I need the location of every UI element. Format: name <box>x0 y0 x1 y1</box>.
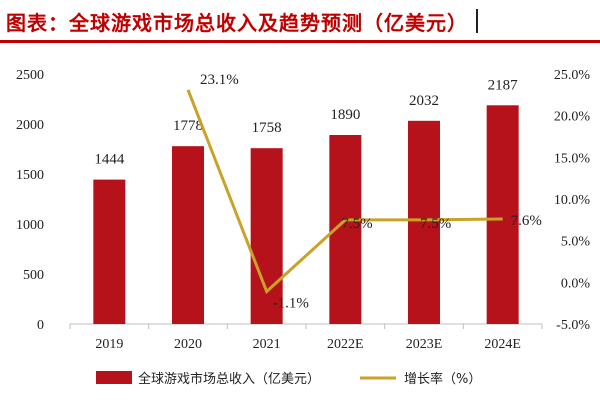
bar-value-label: 1444 <box>94 152 125 168</box>
x-tick-label: 2021 <box>253 337 281 352</box>
title-underline <box>0 40 600 43</box>
bar <box>486 105 519 324</box>
chart-title: 图表：全球游戏市场总收入及趋势预测（亿美元） <box>6 10 468 35</box>
bar <box>172 146 204 324</box>
y-left-tick-label: 1500 <box>16 168 44 183</box>
y-right-tick-label: 5.0% <box>561 235 591 250</box>
y-left-tick-label: 500 <box>23 268 44 283</box>
y-right-tick-label: 15.0% <box>554 151 591 166</box>
y-right-tick-label: 20.0% <box>554 110 591 125</box>
y-right-tick-label: -5.0% <box>556 318 590 333</box>
y-right-tick-label: 10.0% <box>554 193 591 208</box>
line-value-label: 7.6% <box>511 213 542 229</box>
bar <box>408 120 440 324</box>
legend-label-bar: 全球游戏市场总收入（亿美元） <box>138 371 320 387</box>
line-value-label: -1.1% <box>273 296 309 312</box>
bar <box>93 179 126 324</box>
x-tick-label: 2019 <box>95 337 123 352</box>
y-left-tick-label: 0 <box>37 318 44 333</box>
y-right-tick-label: 0.0% <box>561 276 591 291</box>
bar-value-label: 1758 <box>252 120 282 136</box>
bar <box>250 148 283 324</box>
bar-value-label: 1890 <box>330 107 360 123</box>
x-tick-label: 2022E <box>327 337 364 352</box>
bar-value-label: 2187 <box>488 77 519 93</box>
x-tick-label: 2023E <box>406 337 443 352</box>
title-cursor-bar <box>476 9 478 33</box>
bar-value-label: 2032 <box>409 93 439 109</box>
legend-swatch-bar <box>96 371 132 384</box>
x-tick-label: 2024E <box>484 337 521 352</box>
x-tick-label: 2020 <box>174 337 202 352</box>
y-left-tick-label: 2000 <box>16 118 44 133</box>
line-value-label: 23.1% <box>200 72 239 88</box>
title-row: 图表：全球游戏市场总收入及趋势预测（亿美元） <box>6 6 478 36</box>
bar-value-label: 1778 <box>173 118 203 134</box>
y-right-tick-label: 25.0% <box>554 68 591 83</box>
y-left-tick-label: 1000 <box>16 218 44 233</box>
line-value-label: 7.5% <box>420 216 451 232</box>
y-left-tick-label: 2500 <box>16 68 44 83</box>
line-value-label: 7.5% <box>341 216 372 232</box>
growth-rate-line <box>186 89 503 295</box>
legend-label-line: 增长率（%） <box>404 371 481 387</box>
